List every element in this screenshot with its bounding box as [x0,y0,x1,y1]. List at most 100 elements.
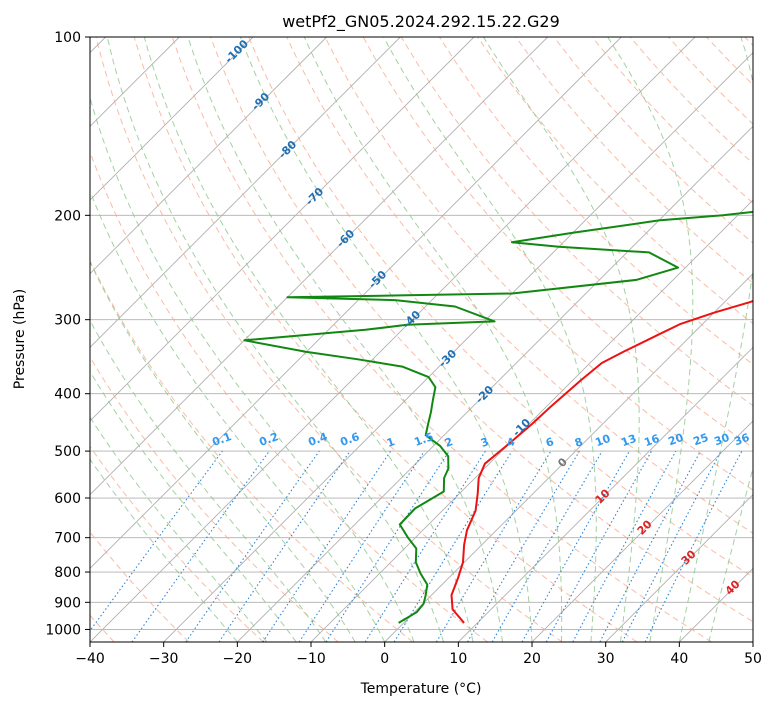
chart-title: wetPf2_GN05.2024.292.15.22.G29 [282,12,560,32]
sounding-profiles [243,210,753,624]
mixing-ratio-line [644,450,743,642]
mixing-ratio-label: 1 [385,435,397,450]
isotherm-line [163,52,753,642]
mixing-ratio-label: 0.1 [210,430,233,449]
moist-adiabat-line [90,458,238,642]
y-tick-label: 600 [54,491,81,507]
x-tick-label: −10 [296,651,326,667]
isotherm-line [90,37,327,275]
mixing-ratio-line [218,450,351,642]
dry-adiabat-line [95,37,563,642]
dry-adiabat-line [171,37,712,642]
isotherm-line [90,37,696,642]
isotherm-line [531,420,753,642]
mixing-ratio-label: 13 [619,432,638,449]
y-tick-label: 100 [54,30,81,46]
moist-adiabat-line [187,37,503,642]
x-tick-label: 20 [523,651,541,667]
moist-adiabat-line [90,260,356,642]
dry-adiabat-line [90,259,414,642]
x-tick-label: 40 [670,651,688,667]
mixing-ratio-line [572,450,677,642]
mixing-ratio-label: 10 [593,432,612,450]
x-tick-label: 50 [744,651,762,667]
moist-adiabat-line [607,37,694,642]
mixing-ratio-label: 16 [642,432,661,450]
moist-adiabat-line [90,319,327,642]
dry-adiabat-line [133,37,638,642]
pressure-gridlines [90,37,753,630]
mixing-ratio-label: 25 [691,431,710,448]
y-tick-label: 1000 [45,622,81,638]
plot-background [90,37,753,642]
dry-adiabat-line [90,445,264,642]
temperature-profile [450,299,753,624]
y-tick-label: 300 [54,313,81,329]
x-tick-label: −30 [149,651,179,667]
mixing-ratio-line [545,450,653,642]
dry-adiabat-line [248,37,753,578]
y-tick-label: 800 [54,565,81,581]
y-tick-label: 200 [54,208,81,224]
x-tick-label: −40 [75,651,105,667]
mixing-ratio-label: 30 [712,431,731,449]
mixing-ratio-label: 4 [505,435,517,450]
plot-frame [89,36,754,643]
mixing-ratio-line [131,450,270,642]
mixing-ratio-label: 3 [479,435,491,450]
x-axis-ticks: −40 −30 −20 −10 0 10 20 30 40 50 [75,642,762,667]
mixing-ratio-label: 1.5 [412,430,435,449]
x-tick-label: 0 [380,651,389,667]
x-tick-label: 30 [597,651,615,667]
isotherm-line [605,494,753,642]
dry-adiabat-line [286,37,753,534]
moist-adiabat-line [143,37,474,642]
y-tick-label: 700 [54,531,81,547]
moist-adiabat-line [708,466,753,642]
y-tick-label: 900 [54,595,81,611]
isotherm-line [90,37,254,201]
mixing-ratio-line [90,450,223,632]
mixing-ratio-line [262,450,392,642]
y-axis-label: Pressure (hPa) [12,289,28,389]
dry-adiabat-line [90,356,339,642]
moist-adiabat-line [383,37,597,642]
moist-adiabat-lines [90,37,753,642]
mixing-ratio-line [393,450,513,642]
mixing-ratio-label: 0.2 [257,430,280,449]
moist-adiabat-line [90,96,415,642]
isotherm-line [90,37,475,422]
y-axis-ticks: 100 200 300 400 500 600 700 800 900 1000 [45,30,90,638]
dry-adiabat-line [210,37,753,623]
moist-adiabat-line [90,416,268,642]
mixing-ratio-line [185,450,320,642]
isotherm-line [90,37,622,569]
mixing-ratio-lines [90,450,743,642]
moist-adiabat-line [90,189,386,642]
moist-adiabat-line [106,37,445,642]
isotherm-line [237,125,753,642]
mixing-ratio-label: 0.6 [338,430,361,449]
mixing-ratio-label: 2 [443,435,455,450]
y-tick-label: 400 [54,387,81,403]
mixing-ratio-line [298,450,425,642]
isotherm-line [90,37,401,348]
mixing-ratio-line [521,450,630,642]
y-tick-label: 500 [54,444,81,460]
mixing-ratio-label: 0.4 [306,430,329,449]
mixing-ratio-label: 6 [544,435,556,450]
mixing-ratio-label: 20 [666,431,685,449]
dry-adiabat-line [515,37,753,284]
isotherm-line [384,273,753,642]
x-axis-label: Temperature (°C) [360,681,482,697]
moist-adiabat-line [239,37,533,642]
isotherm-line [752,641,753,642]
mixing-ratio-label: 36 [732,431,751,449]
mixing-ratio-label: 8 [573,435,585,450]
moist-adiabat-line [678,37,753,642]
x-tick-label: −20 [223,651,253,667]
x-tick-label: 10 [449,651,467,667]
moist-adiabat-line [303,37,563,642]
moist-adiabat-line [90,370,297,642]
